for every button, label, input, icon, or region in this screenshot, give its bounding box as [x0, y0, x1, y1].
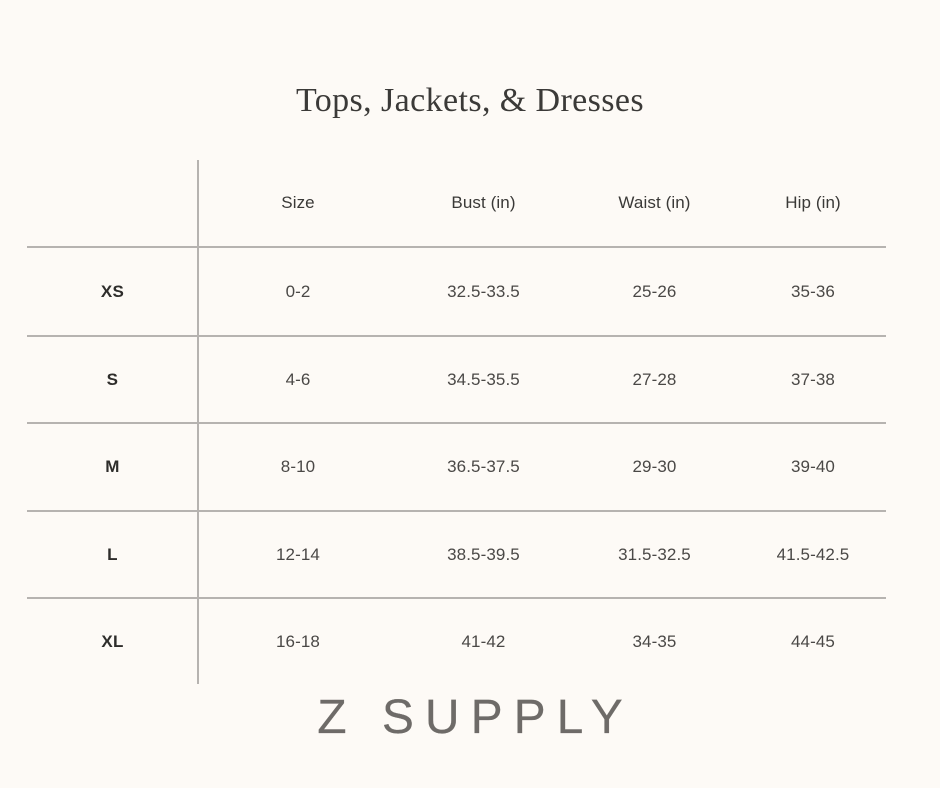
cell-bust: 41-42: [461, 632, 506, 651]
row-label: M: [105, 457, 120, 476]
cell-bust: 34.5-35.5: [447, 370, 520, 389]
cell-waist: 34-35: [632, 632, 677, 651]
table-row: M 8-10 36.5-37.5 29-30 39-40: [27, 423, 886, 511]
cell-size: 0-2: [285, 282, 311, 301]
cell-size: 12-14: [276, 545, 320, 564]
cell-hip: 37-38: [791, 370, 835, 389]
cell-hip: 41.5-42.5: [776, 545, 850, 564]
table-row: XS 0-2 32.5-33.5 25-26 35-36: [27, 248, 886, 336]
row-label: L: [107, 545, 118, 564]
cell-size: 4-6: [285, 370, 311, 389]
table-header-bust: Bust (in): [451, 193, 516, 212]
table-row: XL 16-18 41-42 34-35 44-45: [27, 598, 886, 686]
cell-hip: 44-45: [791, 632, 835, 651]
cell-bust: 38.5-39.5: [447, 545, 520, 564]
table-header-row: Size Bust (in) Waist (in) Hip (in): [27, 160, 886, 246]
cell-bust: 36.5-37.5: [447, 457, 520, 476]
table-rule-2: [27, 422, 886, 424]
cell-waist: 29-30: [632, 457, 677, 476]
table-header-hip: Hip (in): [785, 193, 841, 212]
row-label: XL: [101, 632, 124, 651]
row-label: XS: [100, 282, 125, 301]
table-row: S 4-6 34.5-35.5 27-28 37-38: [27, 336, 886, 424]
cell-waist: 25-26: [632, 282, 677, 301]
table-rule-4: [27, 597, 886, 599]
cell-bust: 32.5-33.5: [447, 282, 520, 301]
cell-size: 8-10: [280, 457, 316, 476]
table-row: L 12-14 38.5-39.5 31.5-32.5 41.5-42.5: [27, 511, 886, 599]
cell-hip: 39-40: [791, 457, 835, 476]
table-rule-1: [27, 335, 886, 337]
cell-waist: 31.5-32.5: [618, 545, 691, 564]
brand-wordmark: Z SUPPLY: [317, 691, 634, 744]
cell-size: 16-18: [276, 632, 320, 651]
page-title: Tops, Jackets, & Dresses: [295, 82, 645, 119]
size-chart-table: Size Bust (in) Waist (in) Hip (in) XS 0-…: [27, 160, 886, 684]
row-label: S: [106, 370, 119, 389]
cell-hip: 35-36: [791, 282, 835, 301]
table-rule-3: [27, 510, 886, 512]
table-header-waist: Waist (in): [618, 193, 691, 212]
table-header-size: Size: [281, 193, 315, 212]
table-rule-header: [27, 246, 886, 248]
cell-waist: 27-28: [632, 370, 677, 389]
